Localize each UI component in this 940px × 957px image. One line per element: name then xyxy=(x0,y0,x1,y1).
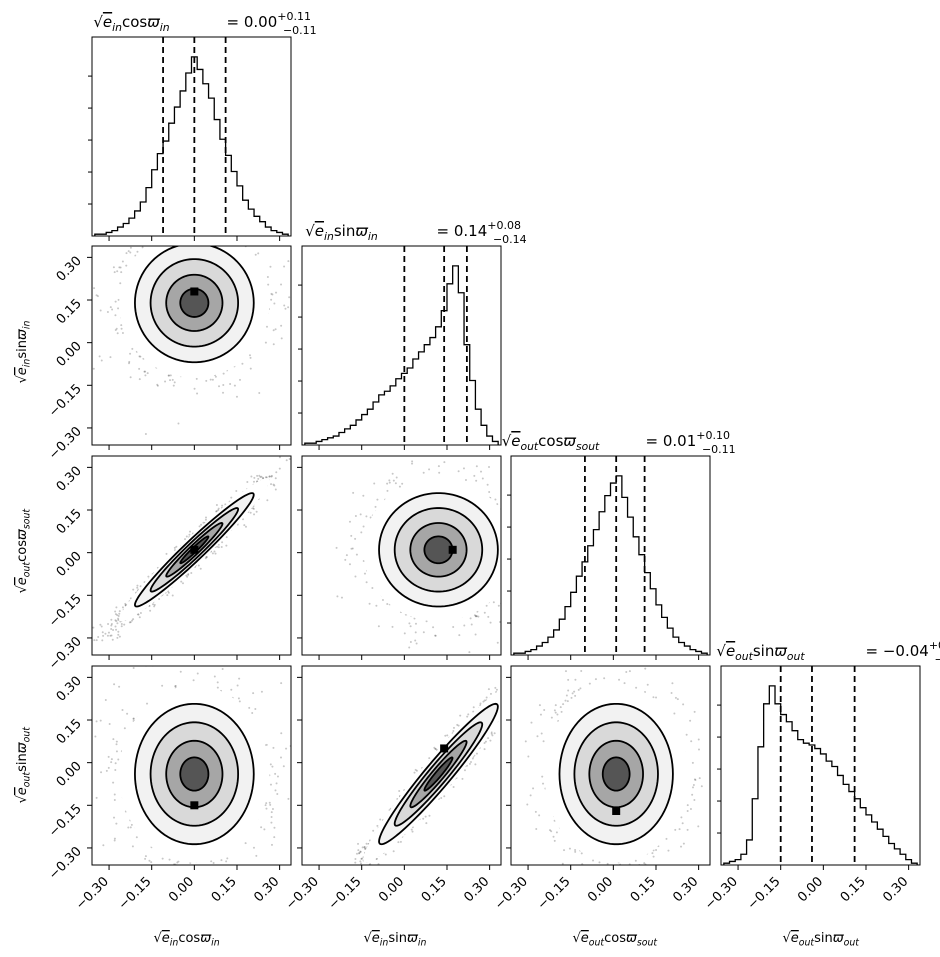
density-peak xyxy=(190,287,199,296)
y-tick-label: 0.15 xyxy=(54,506,85,537)
x-tick-label: 0.30 xyxy=(251,874,282,905)
histogram-panel-1: √einsinϖin = 0.14+0.08 −0.14 xyxy=(298,219,527,446)
title-value: = 0.01+0.10 −0.11 xyxy=(646,429,736,456)
y-tick-label: −0.30 xyxy=(46,844,85,883)
y-tick-label: −0.30 xyxy=(46,634,85,673)
x-axis-label-0: √eincosϖin xyxy=(154,931,220,948)
density-panel-r2-c0 xyxy=(91,455,292,656)
density-panel-r1-c0 xyxy=(91,245,292,446)
y-axis-label-1: √einsinϖin xyxy=(15,321,32,384)
panel-frame xyxy=(91,36,292,237)
histogram-steps xyxy=(723,685,918,865)
svg-text:√einsinϖin: √einsinϖin xyxy=(305,222,378,243)
y-tick-label: 0.00 xyxy=(54,339,85,370)
panel-frame xyxy=(720,665,921,866)
histogram-title-3: √eoutsinϖout = −0.04+0.15−0.11 xyxy=(716,639,940,666)
x-axis-label-3: √eoutsinϖout xyxy=(783,931,860,948)
x-tick-label: 0.00 xyxy=(795,874,826,905)
histogram-title-1: √einsinϖin = 0.14+0.08 −0.14 xyxy=(305,219,526,246)
x-tick-label: −0.30 xyxy=(73,874,112,913)
y-tick-label: 0.00 xyxy=(54,759,85,790)
x-tick-label: 0.00 xyxy=(376,874,407,905)
title-value: = 0.00+0.11 −0.11 xyxy=(227,10,317,37)
panel-frame xyxy=(510,665,711,866)
panel-frame xyxy=(510,455,711,656)
x-tick-label: 0.30 xyxy=(461,874,492,905)
y-tick-label: −0.15 xyxy=(46,802,85,841)
histogram-panel-0: √eincosϖin = 0.00+0.11 −0.11 xyxy=(88,10,317,237)
title-label: √eoutsinϖout xyxy=(716,642,805,663)
histogram-steps xyxy=(304,265,499,445)
x-tick-label: −0.30 xyxy=(283,874,322,913)
x-tick-label: 0.15 xyxy=(838,874,869,905)
svg-text:√eoutcosϖsout: √eoutcosϖsout xyxy=(502,432,600,453)
histogram-title-2: √eoutcosϖsout = 0.01+0.10 −0.11 xyxy=(502,429,736,456)
x-tick-label: 0.00 xyxy=(585,874,616,905)
x-tick-label: −0.15 xyxy=(326,874,365,913)
x-tick-label: 0.15 xyxy=(419,874,450,905)
panel-frame xyxy=(91,245,292,446)
y-tick-label: −0.15 xyxy=(46,382,85,421)
x-tick-label: 0.30 xyxy=(670,874,701,905)
y-tick-label: 0.15 xyxy=(54,296,85,327)
density-peak xyxy=(190,545,199,554)
panel-frame xyxy=(91,665,292,866)
x-tick-label: 0.15 xyxy=(209,874,240,905)
x-axis-label-1: √einsinϖin xyxy=(364,931,427,948)
title-label: √eincosϖin xyxy=(93,13,169,34)
y-tick-label: 0.30 xyxy=(54,464,85,495)
panel-frame xyxy=(301,245,502,446)
y-tick-label: −0.30 xyxy=(46,424,85,463)
density-panel-r3-c1 xyxy=(301,665,502,866)
y-tick-label: 0.15 xyxy=(54,716,85,747)
x-tick-label: −0.15 xyxy=(535,874,574,913)
x-tick-label: −0.30 xyxy=(492,874,531,913)
x-tick-label: 0.15 xyxy=(628,874,659,905)
density-panel-r3-c0 xyxy=(91,665,292,866)
panel-frame xyxy=(91,455,292,656)
title-value: = 0.14+0.08 −0.14 xyxy=(437,219,527,246)
title-label: √einsinϖin xyxy=(305,222,378,243)
y-axis-label-2: √eoutcosϖsout xyxy=(15,509,32,594)
density-panel-r3-c2 xyxy=(510,665,711,866)
y-tick-label: −0.15 xyxy=(46,592,85,631)
contour-level xyxy=(601,756,631,792)
histogram-panel-3: √eoutsinϖout = −0.04+0.15−0.11 xyxy=(716,639,940,866)
histogram-title-0: √eincosϖin = 0.00+0.11 −0.11 xyxy=(93,10,316,37)
contour-level xyxy=(423,535,454,565)
panel-frame xyxy=(301,665,502,866)
title-label: √eoutcosϖsout xyxy=(502,432,600,453)
x-axis-label-2: √eoutcosϖsout xyxy=(573,931,658,948)
x-tick-label: −0.15 xyxy=(745,874,784,913)
x-tick-label: 0.00 xyxy=(166,874,197,905)
density-peak xyxy=(448,545,457,554)
histogram-panel-2: √eoutcosϖsout = 0.01+0.10 −0.11 xyxy=(502,429,736,656)
y-axis-label-3: √eoutsinϖout xyxy=(15,727,32,804)
density-peak xyxy=(440,744,449,753)
histogram-steps xyxy=(94,56,289,236)
y-tick-label: 0.30 xyxy=(54,254,85,285)
title-value: = −0.04+0.15−0.11 xyxy=(866,639,940,666)
y-tick-label: 0.30 xyxy=(54,674,85,705)
x-tick-label: −0.30 xyxy=(702,874,741,913)
density-peak xyxy=(612,806,621,815)
density-peak xyxy=(190,801,199,810)
panel-frame xyxy=(301,455,502,656)
svg-text:√eoutsinϖout: √eoutsinϖout xyxy=(716,642,805,663)
y-tick-label: 0.00 xyxy=(54,549,85,580)
contour-level xyxy=(423,756,454,792)
histogram-steps xyxy=(513,475,708,655)
contour-level xyxy=(179,287,210,318)
density-panel-r2-c1 xyxy=(301,455,502,656)
svg-text:√eincosϖin: √eincosϖin xyxy=(93,13,169,34)
contour-level xyxy=(179,756,210,792)
x-tick-label: 0.30 xyxy=(880,874,911,905)
x-tick-label: −0.15 xyxy=(116,874,155,913)
